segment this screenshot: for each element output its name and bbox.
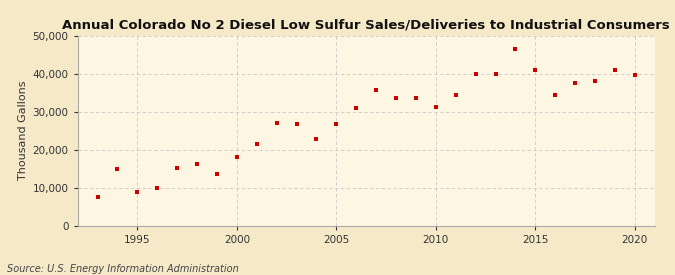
Y-axis label: Thousand Gallons: Thousand Gallons [18, 81, 28, 180]
Title: Annual Colorado No 2 Diesel Low Sulfur Sales/Deliveries to Industrial Consumers: Annual Colorado No 2 Diesel Low Sulfur S… [62, 19, 670, 32]
Text: Source: U.S. Energy Information Administration: Source: U.S. Energy Information Administ… [7, 264, 238, 274]
